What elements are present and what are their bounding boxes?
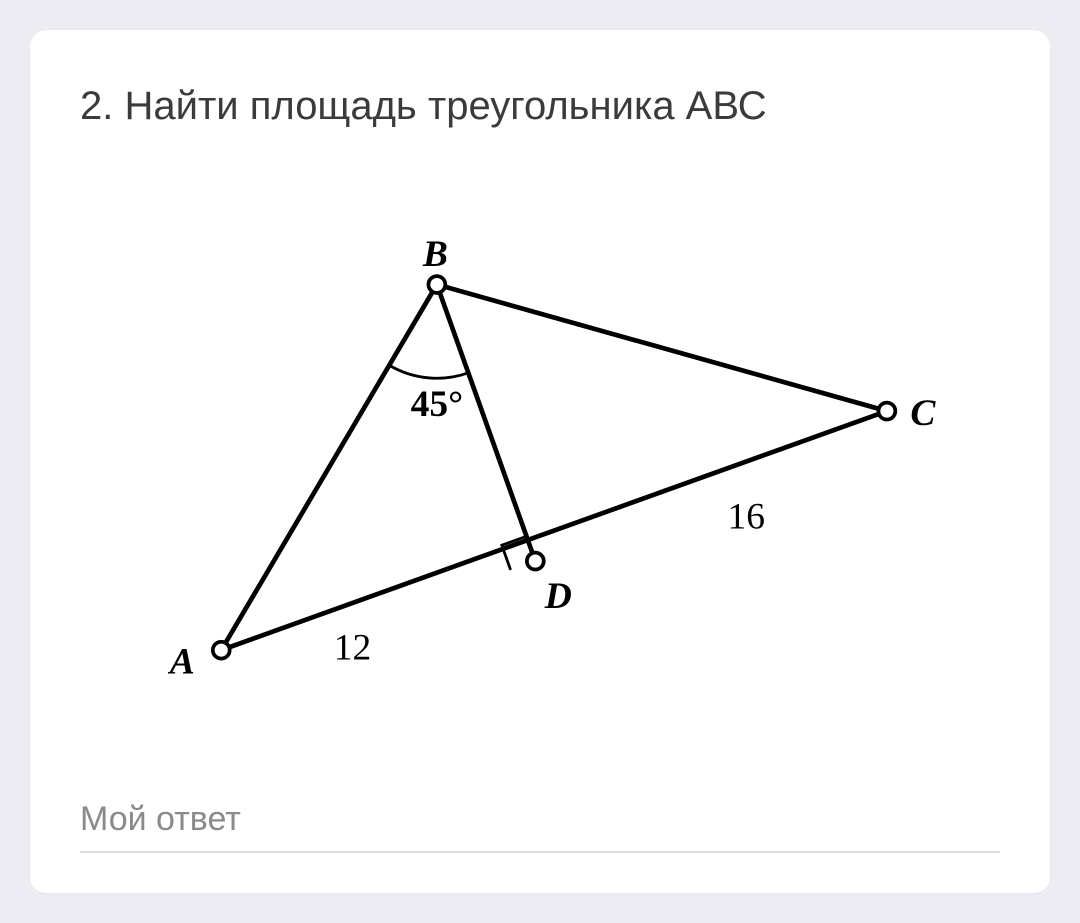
vertex-D (527, 553, 544, 570)
answer-input[interactable] (80, 792, 1000, 853)
side-label-1: 16 (728, 496, 766, 537)
answer-area (80, 792, 1000, 853)
question-text: 2. Найти площадь треугольника АВС (80, 80, 1000, 132)
question-number: 2. (80, 84, 113, 128)
vertex-label-D: D (544, 576, 572, 617)
side-label-0: 12 (334, 628, 372, 669)
vertex-label-B: B (422, 234, 448, 275)
vertex-B (428, 276, 445, 293)
vertex-label-A: A (168, 642, 195, 683)
segment-BC (437, 285, 887, 412)
angle-label: 45° (411, 384, 464, 425)
triangle-diagram: 45° A B C D 12 16 (90, 212, 990, 732)
question-card: 2. Найти площадь треугольника АВС 45° A B C… (30, 30, 1050, 893)
vertex-A (213, 642, 230, 659)
diagram-container: 45° A B C D 12 16 (80, 172, 1000, 772)
vertex-C (878, 403, 895, 420)
segment-AB (221, 285, 437, 651)
angle-arc (389, 365, 468, 378)
vertex-label-C: C (910, 393, 936, 434)
question-body: Найти площадь треугольника АВС (124, 84, 766, 128)
